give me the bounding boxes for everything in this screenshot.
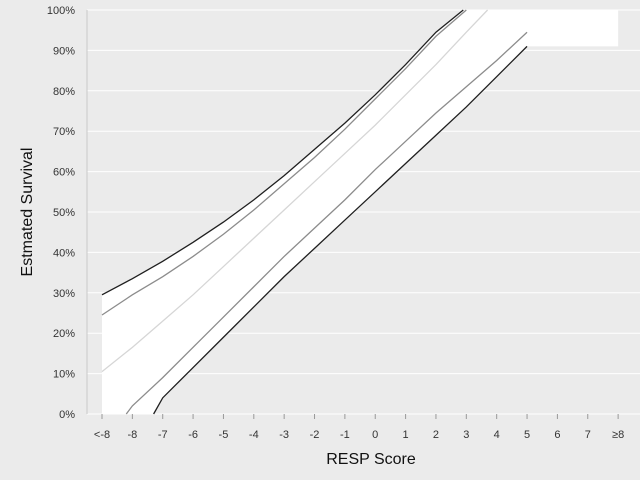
x-tick-label: 5 [524, 429, 530, 441]
x-tick-label: -4 [249, 429, 259, 441]
x-tick-label: 6 [554, 429, 560, 441]
x-tick-label: -2 [310, 429, 320, 441]
series-line-4 [153, 45, 528, 415]
survival-band [102, 10, 619, 414]
y-tick-label: 90% [53, 45, 75, 57]
x-tick-label: 1 [403, 429, 409, 441]
y-tick-label: 70% [53, 126, 75, 138]
x-tick-label: -3 [279, 429, 289, 441]
x-tick-label: 3 [463, 429, 469, 441]
x-tick-label: -8 [127, 429, 137, 441]
x-tick-label: 7 [585, 429, 591, 441]
y-axis-tick-labels: 0% 10% 20% 30% 40% 50% 60% 70% 80% 90% 100% [47, 5, 75, 421]
y-tick-label: 80% [53, 86, 75, 98]
x-tick-label: -1 [340, 429, 350, 441]
series-line-3 [125, 31, 528, 415]
y-tick-label: 30% [53, 288, 75, 300]
x-axis-tick-labels: <-8 -8 -7 -6 -5 -4 -3 -2 -1 0 1 2 3 4 5 6 7 ≥8 [94, 414, 624, 441]
series-line-2 [101, 9, 489, 373]
x-tick-label: 0 [372, 429, 378, 441]
x-tick-label: 4 [494, 429, 500, 441]
y-axis-title: Estmated Survival [19, 148, 36, 277]
x-tick-label: -5 [219, 429, 229, 441]
x-tick-label: -7 [158, 429, 168, 441]
x-tick-label: 2 [433, 429, 439, 441]
y-tick-label: 40% [53, 247, 75, 259]
x-tick-label: -6 [188, 429, 198, 441]
y-tick-label: 20% [53, 328, 75, 340]
x-axis-title: RESP Score [326, 451, 416, 468]
y-tick-label: 50% [53, 207, 75, 219]
series-line-1 [101, 9, 467, 316]
y-tick-label: 0% [59, 409, 75, 421]
x-tick-label: <-8 [94, 429, 110, 441]
y-tick-label: 10% [53, 369, 75, 381]
y-tick-label: 100% [47, 5, 75, 17]
series-lines [101, 9, 528, 415]
y-tick-label: 60% [53, 167, 75, 179]
series-line-0 [101, 9, 464, 296]
x-tick-label: ≥8 [612, 429, 624, 441]
